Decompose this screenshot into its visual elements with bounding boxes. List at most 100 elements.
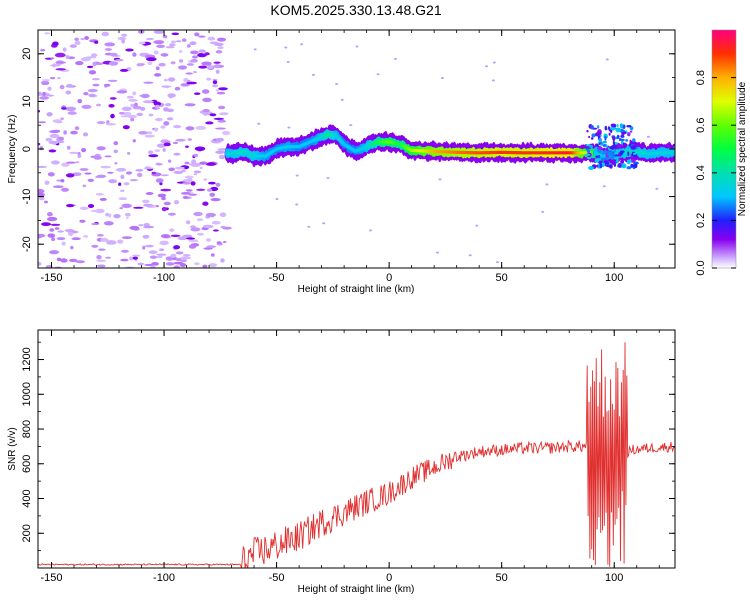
noise-speckle bbox=[75, 260, 86, 264]
x-tick-label: -50 bbox=[269, 272, 285, 284]
noise-speckle bbox=[191, 159, 197, 164]
noise-speckle bbox=[100, 237, 109, 242]
x-tick-label: -50 bbox=[269, 572, 285, 584]
noise-speckle bbox=[81, 148, 87, 153]
noise-speckle bbox=[160, 53, 169, 57]
noise-speckle bbox=[182, 195, 189, 199]
ridge-blob bbox=[621, 132, 625, 136]
noise-speckle bbox=[120, 189, 125, 192]
noise-speckle bbox=[120, 258, 129, 262]
noise-speckle bbox=[193, 170, 202, 174]
noise-speckle bbox=[82, 132, 89, 137]
ridge-blob bbox=[595, 132, 598, 137]
noise-speckle bbox=[87, 88, 98, 93]
noise-speckle bbox=[66, 83, 73, 88]
noise-speckle bbox=[180, 83, 191, 86]
noise-speckle bbox=[201, 61, 212, 66]
noise-speckle bbox=[125, 216, 129, 219]
noise-speckle bbox=[125, 212, 131, 217]
noise-speckle bbox=[369, 229, 372, 232]
snr-panel: -150 -100 -50 0 50 100 200 400 600 800 1000 1200 H… bbox=[7, 329, 676, 595]
noise-speckle bbox=[468, 254, 472, 257]
noise-speckle bbox=[186, 44, 191, 48]
snr-series-line bbox=[38, 342, 675, 568]
noise-speckle bbox=[74, 41, 81, 45]
noise-speckle bbox=[55, 68, 66, 71]
noise-speckle bbox=[202, 201, 209, 206]
snr-y-ticks: 200 400 600 800 1000 1200 bbox=[21, 341, 675, 552]
noise-speckle bbox=[130, 117, 135, 122]
noise-speckle bbox=[209, 113, 217, 117]
noise-speckle bbox=[190, 227, 201, 232]
snr-frame bbox=[37, 329, 676, 569]
ridge-blob bbox=[629, 130, 633, 133]
noise-speckle bbox=[151, 171, 156, 175]
ridge-blob bbox=[627, 151, 630, 156]
noise-speckle bbox=[212, 229, 219, 232]
noise-speckle bbox=[136, 112, 143, 117]
noise-speckle bbox=[180, 256, 192, 260]
noise-speckle bbox=[118, 182, 122, 186]
noise-speckle bbox=[180, 192, 191, 195]
noise-speckle bbox=[132, 91, 137, 96]
noise-speckle bbox=[118, 111, 125, 115]
noise-speckle bbox=[62, 47, 67, 52]
noise-speckle bbox=[190, 50, 199, 55]
noise-speckle bbox=[121, 236, 133, 240]
noise-speckle bbox=[171, 32, 180, 36]
noise-speckle bbox=[55, 61, 66, 64]
noise-speckle bbox=[132, 256, 138, 260]
noise-speckle bbox=[222, 130, 231, 136]
ridge-blob bbox=[633, 161, 639, 165]
noise-speckle bbox=[188, 193, 198, 196]
noise-speckle bbox=[154, 73, 162, 77]
noise-speckle bbox=[186, 81, 198, 85]
x-tick-label: 100 bbox=[605, 272, 623, 284]
noise-speckle bbox=[138, 41, 146, 45]
noise-speckle bbox=[106, 240, 114, 245]
noise-speckle bbox=[101, 31, 110, 37]
noise-speckle bbox=[190, 181, 196, 186]
noise-speckle bbox=[75, 61, 84, 66]
noise-speckle bbox=[61, 241, 66, 246]
noise-speckle bbox=[40, 49, 46, 52]
noise-speckle bbox=[155, 178, 164, 183]
ridge-blob bbox=[632, 142, 638, 145]
noise-speckle bbox=[202, 109, 210, 113]
y-tick-label: 1200 bbox=[21, 347, 33, 371]
ridge-blob bbox=[632, 138, 636, 143]
noise-speckle bbox=[206, 245, 217, 249]
noise-speckle bbox=[173, 152, 181, 156]
noise-speckle bbox=[49, 250, 60, 255]
ridge-blob bbox=[615, 127, 621, 133]
noise-speckle bbox=[174, 86, 181, 91]
noise-speckle bbox=[48, 140, 59, 145]
noise-speckle bbox=[163, 142, 171, 147]
ridge-blob bbox=[600, 143, 603, 146]
noise-speckle bbox=[187, 177, 193, 183]
noise-speckle bbox=[153, 30, 165, 34]
noise-speckle bbox=[153, 101, 162, 107]
noise-speckle bbox=[118, 197, 128, 201]
noise-speckle bbox=[215, 69, 220, 74]
noise-speckle bbox=[94, 40, 99, 44]
ridge-blob bbox=[602, 140, 607, 144]
noise-speckle bbox=[59, 84, 65, 90]
colorbar-tick-label: 0.2 bbox=[695, 213, 707, 228]
noise-speckle bbox=[61, 187, 69, 192]
noise-speckle bbox=[159, 182, 163, 186]
ridge-blob bbox=[622, 142, 626, 146]
noise-speckle bbox=[218, 87, 228, 91]
noise-speckle bbox=[136, 63, 144, 67]
snr-y-label: SNR (v/v) bbox=[7, 427, 18, 470]
ridge-blob bbox=[604, 135, 607, 141]
noise-speckle bbox=[84, 172, 92, 175]
noise-speckle bbox=[189, 41, 197, 46]
noise-speckle bbox=[44, 32, 51, 35]
noise-speckle bbox=[119, 68, 129, 72]
noise-speckle bbox=[218, 105, 226, 110]
noise-speckle bbox=[48, 149, 57, 153]
ridge-blob bbox=[585, 144, 592, 147]
